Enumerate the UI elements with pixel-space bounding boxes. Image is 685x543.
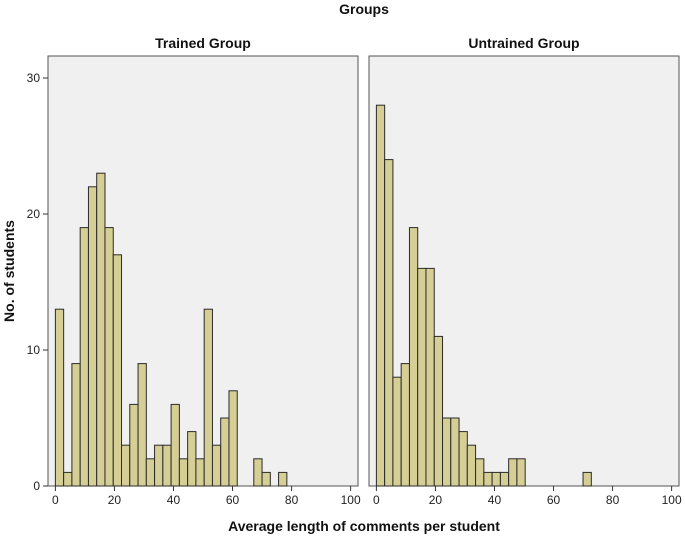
histogram-bar [211,444,222,487]
histogram-bar [508,458,518,487]
x-tick-label: 80 [285,493,299,507]
histogram-bar [261,471,271,487]
histogram-bar [54,308,65,487]
chart-title: Groups [339,1,389,17]
histogram-bar [220,417,230,487]
y-tick-label: 0 [33,479,40,493]
x-tick-label: 20 [429,493,443,507]
x-tick-label: 0 [373,493,380,507]
histogram-bar [203,308,213,487]
histogram-bar [458,431,468,487]
histogram-bar [450,417,460,487]
x-axis-label: Average length of comments per student [228,518,500,534]
histogram-bar [253,458,263,487]
histogram-bar [417,267,427,487]
histogram-bar [491,471,501,487]
histogram-bar [442,417,452,487]
histogram-bar [96,172,106,487]
histogram-bar [71,363,81,487]
histogram-bar [162,444,172,487]
histogram-bar [228,390,238,487]
histogram-bar [466,444,477,487]
x-tick-label: 60 [226,493,240,507]
histogram-bar [145,458,156,487]
histogram-bar [475,458,485,487]
histogram-bar [375,104,386,487]
histogram-bar [112,254,123,487]
x-tick-label: 40 [488,493,502,507]
histogram-bar [425,267,435,487]
y-tick-label: 10 [27,343,41,357]
histogram-bar [499,471,510,487]
histogram-bar [483,471,493,487]
x-tick-label: 100 [341,493,361,507]
histogram-bar [187,431,197,487]
x-tick-label: 100 [662,493,682,507]
histogram-bar [400,363,410,487]
x-tick-label: 20 [108,493,122,507]
histogram-bar [87,186,98,487]
histogram-bar [384,159,394,487]
y-tick-label: 20 [27,207,41,221]
histogram-bar [516,458,526,487]
histogram-bar [79,227,89,487]
y-tick-label: 30 [27,71,41,85]
histogram-bar [195,458,205,487]
histogram-bar [582,471,592,487]
histogram-bar [433,335,444,487]
x-tick-label: 40 [167,493,181,507]
histogram-bar [278,471,288,487]
histogram-bar [137,363,147,487]
histogram-bar [154,444,164,487]
histogram-bar [170,403,180,487]
histogram-bar [63,471,73,487]
x-tick-label: 80 [606,493,620,507]
y-axis-label: No. of students [1,220,17,322]
panel-title-1: Untrained Group [468,35,579,51]
histogram-bar [408,227,419,487]
histogram-bar [178,458,189,487]
x-tick-label: 0 [52,493,59,507]
panel-title-0: Trained Group [155,35,251,51]
histogram-bar [392,376,402,487]
histogram-bar [104,227,114,487]
histogram-bar [121,444,131,487]
x-tick-label: 60 [547,493,561,507]
histogram-bar [129,403,139,487]
